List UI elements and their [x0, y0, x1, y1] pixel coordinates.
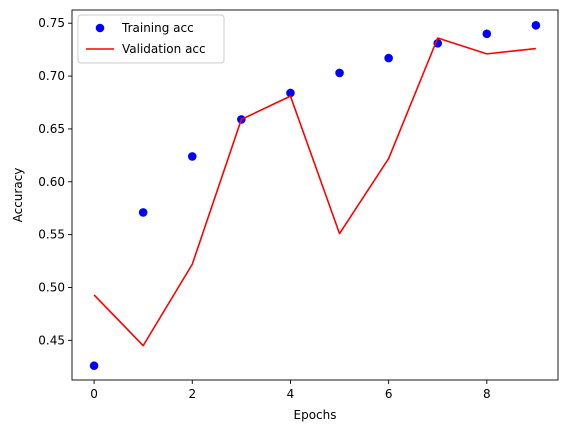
y-tick-label: 0.65: [38, 122, 65, 136]
data-point: [138, 208, 148, 217]
y-tick-label: 0.50: [38, 281, 65, 295]
y-tick-label: 0.75: [38, 16, 65, 30]
data-point: [286, 88, 295, 98]
y-axis-label: Accuracy: [11, 168, 25, 223]
y-tick-label: 0.55: [38, 228, 65, 242]
legend-swatch-marker: [95, 23, 105, 33]
x-tick-label: 8: [483, 387, 491, 401]
x-tick-label: 6: [385, 387, 393, 401]
axes-frame: [71, 9, 559, 381]
y-tick-label: 0.45: [38, 333, 65, 347]
data-point: [384, 53, 393, 63]
data-point: [89, 361, 99, 371]
legend-box: [77, 14, 225, 64]
axes-layer: 0 2 4 6 8 0.45 0.50 0.55 0.60 0.65 0.70 0.75 Epochs A…: [11, 9, 559, 422]
x-tick-label: 0: [90, 387, 98, 401]
y-tick-label: 0.60: [38, 175, 65, 189]
legend: Training acc Validation acc: [77, 14, 225, 64]
y-tick-label: 0.70: [38, 69, 65, 83]
legend-label: Training acc: [121, 21, 194, 35]
data-point: [433, 39, 443, 48]
data-point: [531, 21, 541, 30]
x-tick-label: 4: [287, 387, 295, 401]
data-point: [482, 29, 492, 39]
x-tick-label: 2: [188, 387, 196, 401]
data-point: [187, 152, 197, 161]
plot-layer: [89, 21, 541, 371]
legend-label: Validation acc: [122, 42, 206, 56]
data-point: [335, 68, 344, 78]
series-line-1: [93, 37, 536, 347]
x-axis-label: Epochs: [294, 408, 337, 422]
